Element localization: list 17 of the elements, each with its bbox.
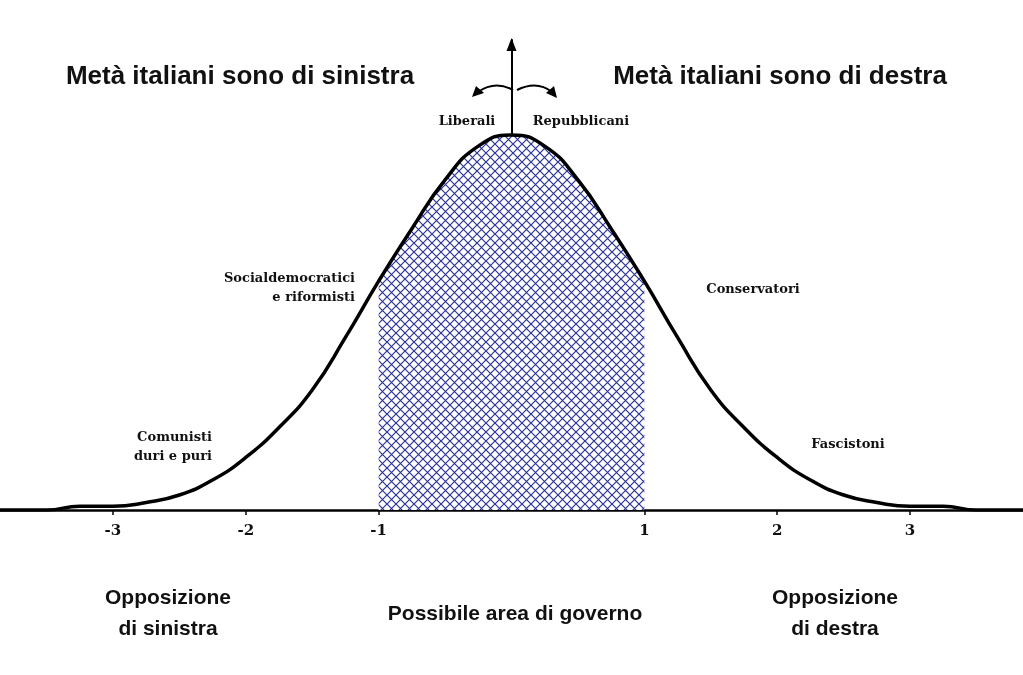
text: Possibile area di governo — [387, 600, 643, 624]
x-tick-label: 1 — [639, 520, 650, 539]
x-tick-label: -1 — [370, 520, 387, 539]
x-tick-label: -3 — [104, 520, 122, 539]
annotation: Socialdemocratici e riformisti — [223, 270, 356, 304]
text: Opposizione di sinistra — [105, 585, 231, 639]
text: Liberali — [438, 112, 496, 128]
text: Opposizione di destra — [772, 585, 898, 639]
annotation: Fascistoni — [811, 435, 885, 451]
text: Repubblicani — [532, 112, 630, 128]
text: Metà italiani sono di sinistra — [65, 60, 415, 90]
x-tick-label: 2 — [772, 520, 783, 539]
annotation: Comunisti duri e puri — [134, 429, 213, 463]
text: Metà italiani sono di destra — [613, 60, 948, 90]
annotation: Conservatori — [706, 280, 800, 296]
x-tick-label: 3 — [904, 520, 916, 539]
x-tick-label: -2 — [237, 520, 255, 539]
